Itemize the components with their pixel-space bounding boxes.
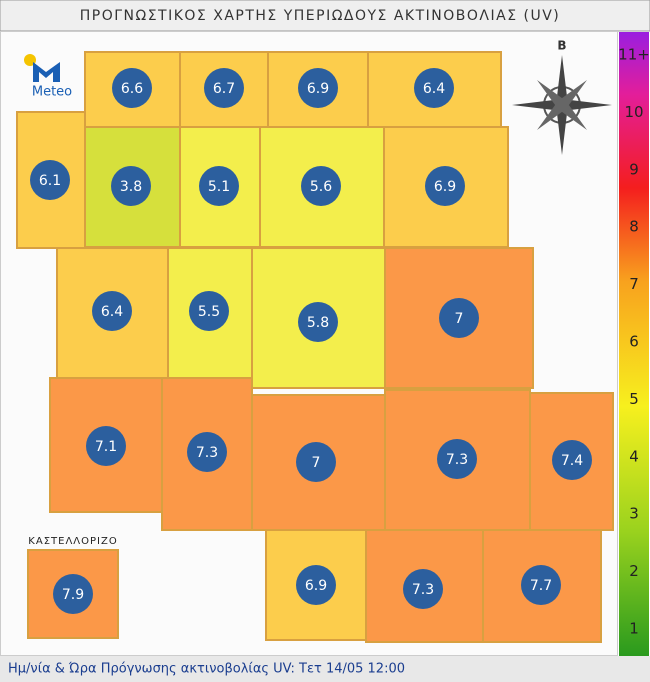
uv-badge xyxy=(414,68,454,108)
uv-cell xyxy=(383,126,509,248)
uv-badge xyxy=(296,565,336,605)
scale-label: 5 xyxy=(629,390,639,408)
uv-badge xyxy=(425,166,465,206)
uv-value: 7 xyxy=(455,311,464,327)
uv-value: 5.5 xyxy=(198,304,220,320)
uv-badge xyxy=(521,565,561,605)
uv-badge xyxy=(189,291,229,331)
uv-value: 7.1 xyxy=(95,439,117,455)
logo-text: Meteo xyxy=(32,85,72,100)
compass-north: Β xyxy=(557,39,566,53)
uv-cell xyxy=(179,126,261,248)
uv-badge xyxy=(187,432,227,472)
uv-value: 6.7 xyxy=(213,81,235,97)
uv-value: 6.4 xyxy=(101,304,123,320)
uv-badge xyxy=(439,298,479,338)
uv-badge xyxy=(112,68,152,108)
uv-value: 6.9 xyxy=(307,81,329,97)
footer-bar xyxy=(0,656,650,682)
uv-value: 7.3 xyxy=(196,445,218,461)
uv-value: 5.6 xyxy=(310,179,332,195)
uv-badge xyxy=(86,426,126,466)
uv-value: 7.4 xyxy=(561,453,583,469)
uv-value: 3.8 xyxy=(120,179,142,195)
inset-label: ΚΑΣΤΕΛΛΟΡΙΖΟ xyxy=(28,536,117,547)
uv-badge xyxy=(403,569,443,609)
scale-label: 11+ xyxy=(618,46,650,64)
uv-badge xyxy=(53,574,93,614)
uv-badge xyxy=(298,302,338,342)
uv-value: 7.9 xyxy=(62,587,84,603)
uv-value: 6.1 xyxy=(39,173,61,189)
title: ΠΡΟΓΝΩΣΤΙΚΟΣ ΧΑΡΤΗΣ ΥΠΕΡΙΩΔΟΥΣ ΑΚΤΙΝΟΒΟΛ… xyxy=(80,8,561,24)
compass: Β xyxy=(512,39,612,155)
scale-label: 4 xyxy=(629,447,639,465)
uv-badge xyxy=(301,166,341,206)
uv-value: 7.3 xyxy=(446,452,468,468)
uv-value: 7.3 xyxy=(412,582,434,598)
cells: 6.6 6.7 6.9 6.4 6.1 3.8 5.1 5.6 6.9 6.4 5.5 5.8 7 7.1… xyxy=(16,51,614,643)
uv-badge xyxy=(111,166,151,206)
uv-badge xyxy=(298,68,338,108)
uv-badge xyxy=(204,68,244,108)
uv-value: 6.9 xyxy=(305,578,327,594)
uv-badge xyxy=(552,440,592,480)
scale-label: 1 xyxy=(629,620,639,638)
uv-badge xyxy=(92,291,132,331)
uv-value: 5.1 xyxy=(208,179,230,195)
scale-label: 7 xyxy=(629,275,639,293)
uv-value: 6.4 xyxy=(423,81,445,97)
uv-value: 6.9 xyxy=(434,179,456,195)
uv-value: 5.8 xyxy=(307,315,329,331)
scale-label: 2 xyxy=(629,562,639,580)
scale-label: 9 xyxy=(629,160,639,178)
scale-label: 6 xyxy=(629,333,639,351)
scale-label: 10 xyxy=(624,103,643,121)
uv-value: 7 xyxy=(312,455,321,471)
uv-badge xyxy=(296,442,336,482)
uv-value: 6.6 xyxy=(121,81,143,97)
uv-badge xyxy=(199,166,239,206)
logo: Meteo xyxy=(24,54,72,100)
scale-label: 8 xyxy=(629,218,639,236)
uv-scale-bar xyxy=(619,32,649,656)
footer: Ημ/νία & Ώρα Πρόγνωσης ακτινοβολίας UV: … xyxy=(8,662,405,677)
uv-badge xyxy=(437,439,477,479)
scale-label: 3 xyxy=(629,505,639,523)
uv-value: 7.7 xyxy=(530,578,552,594)
uv-badge xyxy=(30,160,70,200)
